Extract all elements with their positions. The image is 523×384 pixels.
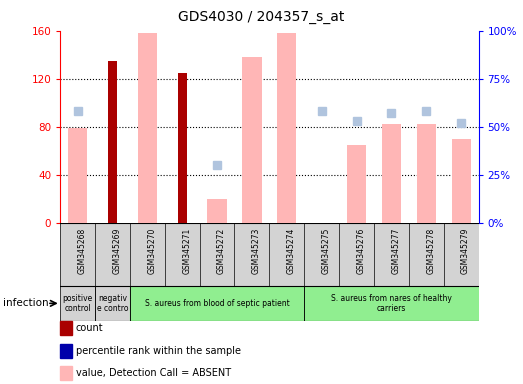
Text: GSM345277: GSM345277 (391, 228, 401, 274)
Text: GSM345268: GSM345268 (77, 228, 87, 274)
Bar (277, 33, 297, 223)
Text: GSM345276: GSM345276 (357, 228, 366, 274)
Bar (339, 223, 374, 286)
Bar (234, 223, 269, 286)
Text: percentile rank within the sample: percentile rank within the sample (76, 346, 241, 356)
Bar (242, 57, 262, 223)
Text: GSM345274: GSM345274 (287, 228, 296, 274)
Bar (200, 223, 234, 286)
Text: value, Detection Call = ABSENT: value, Detection Call = ABSENT (76, 368, 231, 378)
Bar (130, 223, 165, 286)
Bar (95, 286, 130, 321)
Text: S. aureus from nares of healthy
carriers: S. aureus from nares of healthy carriers (331, 294, 452, 313)
Text: negativ
e contro: negativ e contro (97, 294, 128, 313)
Bar (347, 145, 366, 223)
Bar (108, 61, 117, 223)
Text: count: count (76, 323, 104, 333)
Text: GDS4030 / 204357_s_at: GDS4030 / 204357_s_at (178, 10, 345, 23)
Text: GSM345270: GSM345270 (147, 228, 156, 274)
Text: GSM345269: GSM345269 (112, 228, 121, 274)
Bar (417, 124, 436, 223)
Text: GSM345278: GSM345278 (426, 228, 435, 274)
Bar (444, 223, 479, 286)
Bar (409, 223, 444, 286)
Bar (165, 223, 200, 286)
Bar (178, 73, 187, 223)
Text: GSM345275: GSM345275 (322, 228, 331, 274)
Text: GSM345271: GSM345271 (182, 228, 191, 274)
Bar (130, 286, 304, 321)
Text: S. aureus from blood of septic patient: S. aureus from blood of septic patient (145, 299, 289, 308)
Bar (304, 223, 339, 286)
Bar (138, 33, 157, 223)
Bar (60, 286, 95, 321)
Bar (208, 199, 226, 223)
Text: GSM345273: GSM345273 (252, 228, 261, 274)
Text: infection: infection (3, 298, 48, 308)
Text: GSM345272: GSM345272 (217, 228, 226, 274)
Bar (382, 124, 401, 223)
Text: positive
control: positive control (62, 294, 93, 313)
Bar (95, 223, 130, 286)
Text: GSM345279: GSM345279 (461, 228, 470, 274)
Bar (451, 139, 471, 223)
Bar (374, 223, 409, 286)
Bar (68, 128, 87, 223)
Bar (60, 223, 95, 286)
Bar (269, 223, 304, 286)
Bar (304, 286, 479, 321)
